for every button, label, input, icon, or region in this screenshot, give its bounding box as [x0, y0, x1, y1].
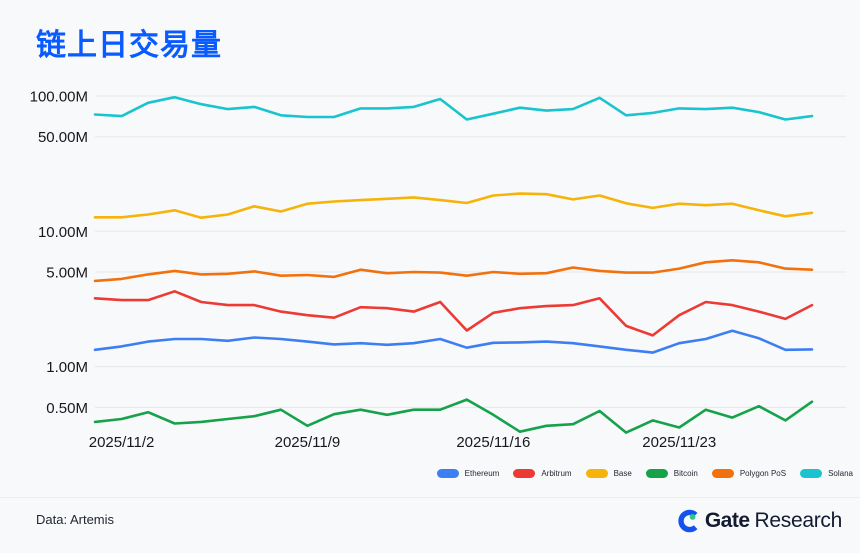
- y-axis-tick-label: 50.00M: [38, 129, 88, 146]
- legend-color-pill: [585, 469, 608, 478]
- series-line-base: [93, 192, 814, 219]
- series-line-arbitrum: [93, 289, 814, 337]
- brand-name-research: Research: [754, 509, 843, 532]
- legend-item-bitcoin: Bitcoin: [645, 469, 698, 478]
- legend-color-pill: [436, 469, 459, 478]
- y-axis-tick-label: 5.00M: [46, 265, 88, 282]
- y-axis-tick-label: 0.50M: [46, 400, 88, 417]
- series-line-ethereum: [93, 329, 814, 354]
- x-axis-tick-label: 2025/11/2: [89, 434, 155, 451]
- series-line-polygon-pos: [93, 258, 814, 283]
- brand-logo: Gate Research: [676, 507, 842, 535]
- legend-label: Ethereum: [464, 469, 500, 478]
- legend-item-arbitrum: Arbitrum: [513, 469, 572, 478]
- legend-color-pill: [800, 469, 823, 478]
- series-line-solana: [93, 95, 814, 121]
- data-source-label: Data: Artemis: [36, 512, 115, 527]
- legend-label: Solana: [828, 469, 853, 478]
- y-axis-tick-label: 100.00M: [30, 89, 88, 106]
- legend-item-base: Base: [585, 469, 632, 478]
- legend-color-pill: [711, 469, 734, 478]
- y-axis-tick-label: 10.00M: [38, 224, 88, 241]
- legend-color-pill: [513, 469, 536, 478]
- y-axis-tick-label: 1.00M: [46, 359, 88, 376]
- legend-item-solana: Solana: [800, 469, 853, 478]
- legend-label: Base: [613, 469, 632, 478]
- legend-label: Polygon PoS: [739, 469, 787, 478]
- brand-name-gate: Gate: [704, 509, 750, 532]
- legend-color-pill: [645, 469, 668, 478]
- x-axis-tick-label: 2025/11/16: [456, 434, 530, 451]
- legend-label: Arbitrum: [541, 469, 572, 478]
- chart-title: 链上日交易量: [36, 29, 222, 62]
- legend-item-ethereum: Ethereum: [436, 469, 500, 478]
- legend-item-polygon-pos: Polygon PoS: [711, 469, 787, 478]
- x-axis-tick-label: 2025/11/23: [642, 434, 716, 451]
- chart-legend: Ethereum Arbitrum Base Bitcoin Polygon PoS So…: [436, 469, 853, 478]
- legend-label: Bitcoin: [673, 469, 698, 478]
- x-axis-tick-label: 2025/11/9: [275, 434, 341, 451]
- gate-logo-icon: [678, 509, 698, 533]
- footer-divider: [0, 497, 860, 498]
- series-line-bitcoin: [93, 398, 814, 434]
- daily-transactions-chart: 100.00M50.00M10.00M5.00M1.00M0.50M2025/1…: [30, 89, 846, 451]
